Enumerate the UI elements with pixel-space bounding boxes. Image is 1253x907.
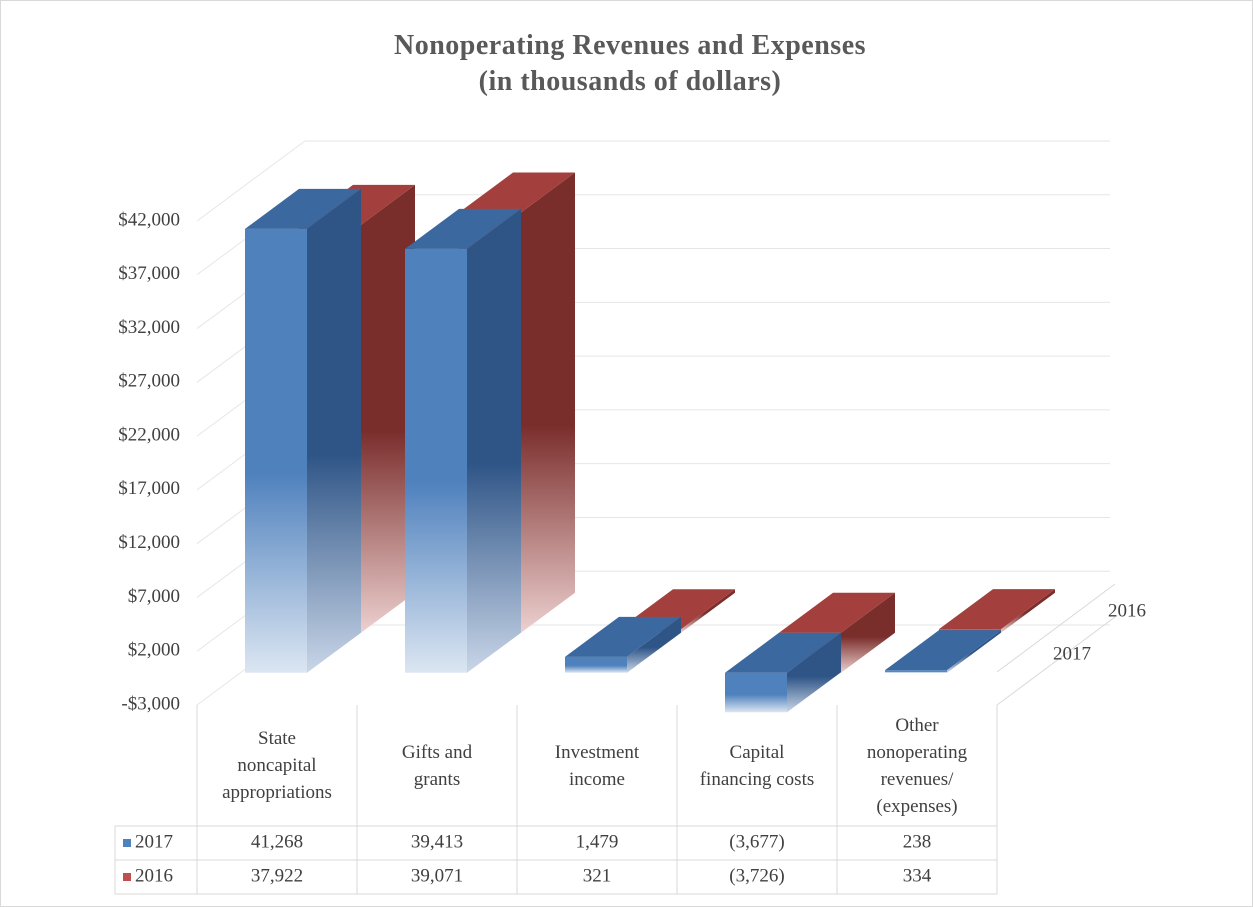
legend-label: 2016: [135, 865, 173, 886]
value-label: (3,677): [729, 831, 784, 852]
bar: [725, 672, 787, 713]
y-tick-label: $27,000: [118, 371, 180, 392]
category-label: Other nonoperating revenues/ (expenses): [866, 714, 968, 817]
bar-top: [565, 616, 681, 657]
value-label: 41,268: [251, 831, 303, 852]
value-label: (3,726): [729, 865, 784, 886]
category-label: Investment income: [554, 741, 640, 790]
depth-label: 2017: [1053, 643, 1091, 664]
bar: [565, 656, 627, 673]
legend-label: 2017: [135, 831, 173, 852]
bar: [885, 670, 947, 673]
bar-side: [947, 630, 1001, 673]
bar-side: [361, 184, 415, 633]
bar-side: [681, 589, 735, 633]
bar-top: [939, 589, 1055, 630]
bar-side: [1001, 589, 1055, 633]
bar-top: [245, 188, 361, 229]
category-label: State noncapital appropriations: [222, 728, 332, 803]
legend-swatch: [123, 873, 131, 881]
y-tick-label: $32,000: [118, 317, 180, 338]
wall-line: [196, 140, 306, 222]
bar-side: [841, 592, 895, 673]
value-label: 39,413: [411, 831, 463, 852]
y-tick-label: $37,000: [118, 263, 180, 284]
y-tick-label: $42,000: [118, 209, 180, 230]
bar: [245, 228, 307, 673]
bar-top: [779, 592, 895, 633]
y-tick-label: $12,000: [118, 532, 180, 553]
value-label: 37,922: [251, 865, 303, 886]
category-label: Gifts and grants: [401, 741, 473, 790]
bar-side: [467, 208, 521, 673]
bar-top: [405, 208, 521, 249]
legend-swatch: [123, 839, 131, 847]
y-tick-label: $2,000: [128, 640, 180, 661]
bar-side: [627, 616, 681, 673]
bar-side: [307, 188, 361, 673]
bar-top: [459, 172, 575, 213]
value-label: 334: [903, 865, 932, 886]
bar-top: [885, 630, 1001, 671]
y-tick-label: $22,000: [118, 424, 180, 445]
value-label: 321: [583, 865, 612, 886]
bar: [405, 248, 467, 673]
category-label: Capital financing costs: [699, 741, 815, 790]
y-tick-label: $7,000: [128, 586, 180, 607]
y-tick-label: $17,000: [118, 478, 180, 499]
depth-label: 2016: [1108, 600, 1146, 621]
bar-side: [521, 172, 575, 633]
depth-axis: [996, 616, 1116, 706]
value-label: 39,071: [411, 865, 463, 886]
bar-top: [725, 632, 841, 673]
value-label: 1,479: [576, 831, 619, 852]
bar-side: [787, 632, 841, 713]
chart-title: Nonoperating Revenues and Expenses (in t…: [393, 30, 867, 97]
value-label: 238: [903, 831, 932, 852]
y-tick-label: -$3,000: [121, 693, 180, 714]
depth-axis: [996, 583, 1116, 673]
